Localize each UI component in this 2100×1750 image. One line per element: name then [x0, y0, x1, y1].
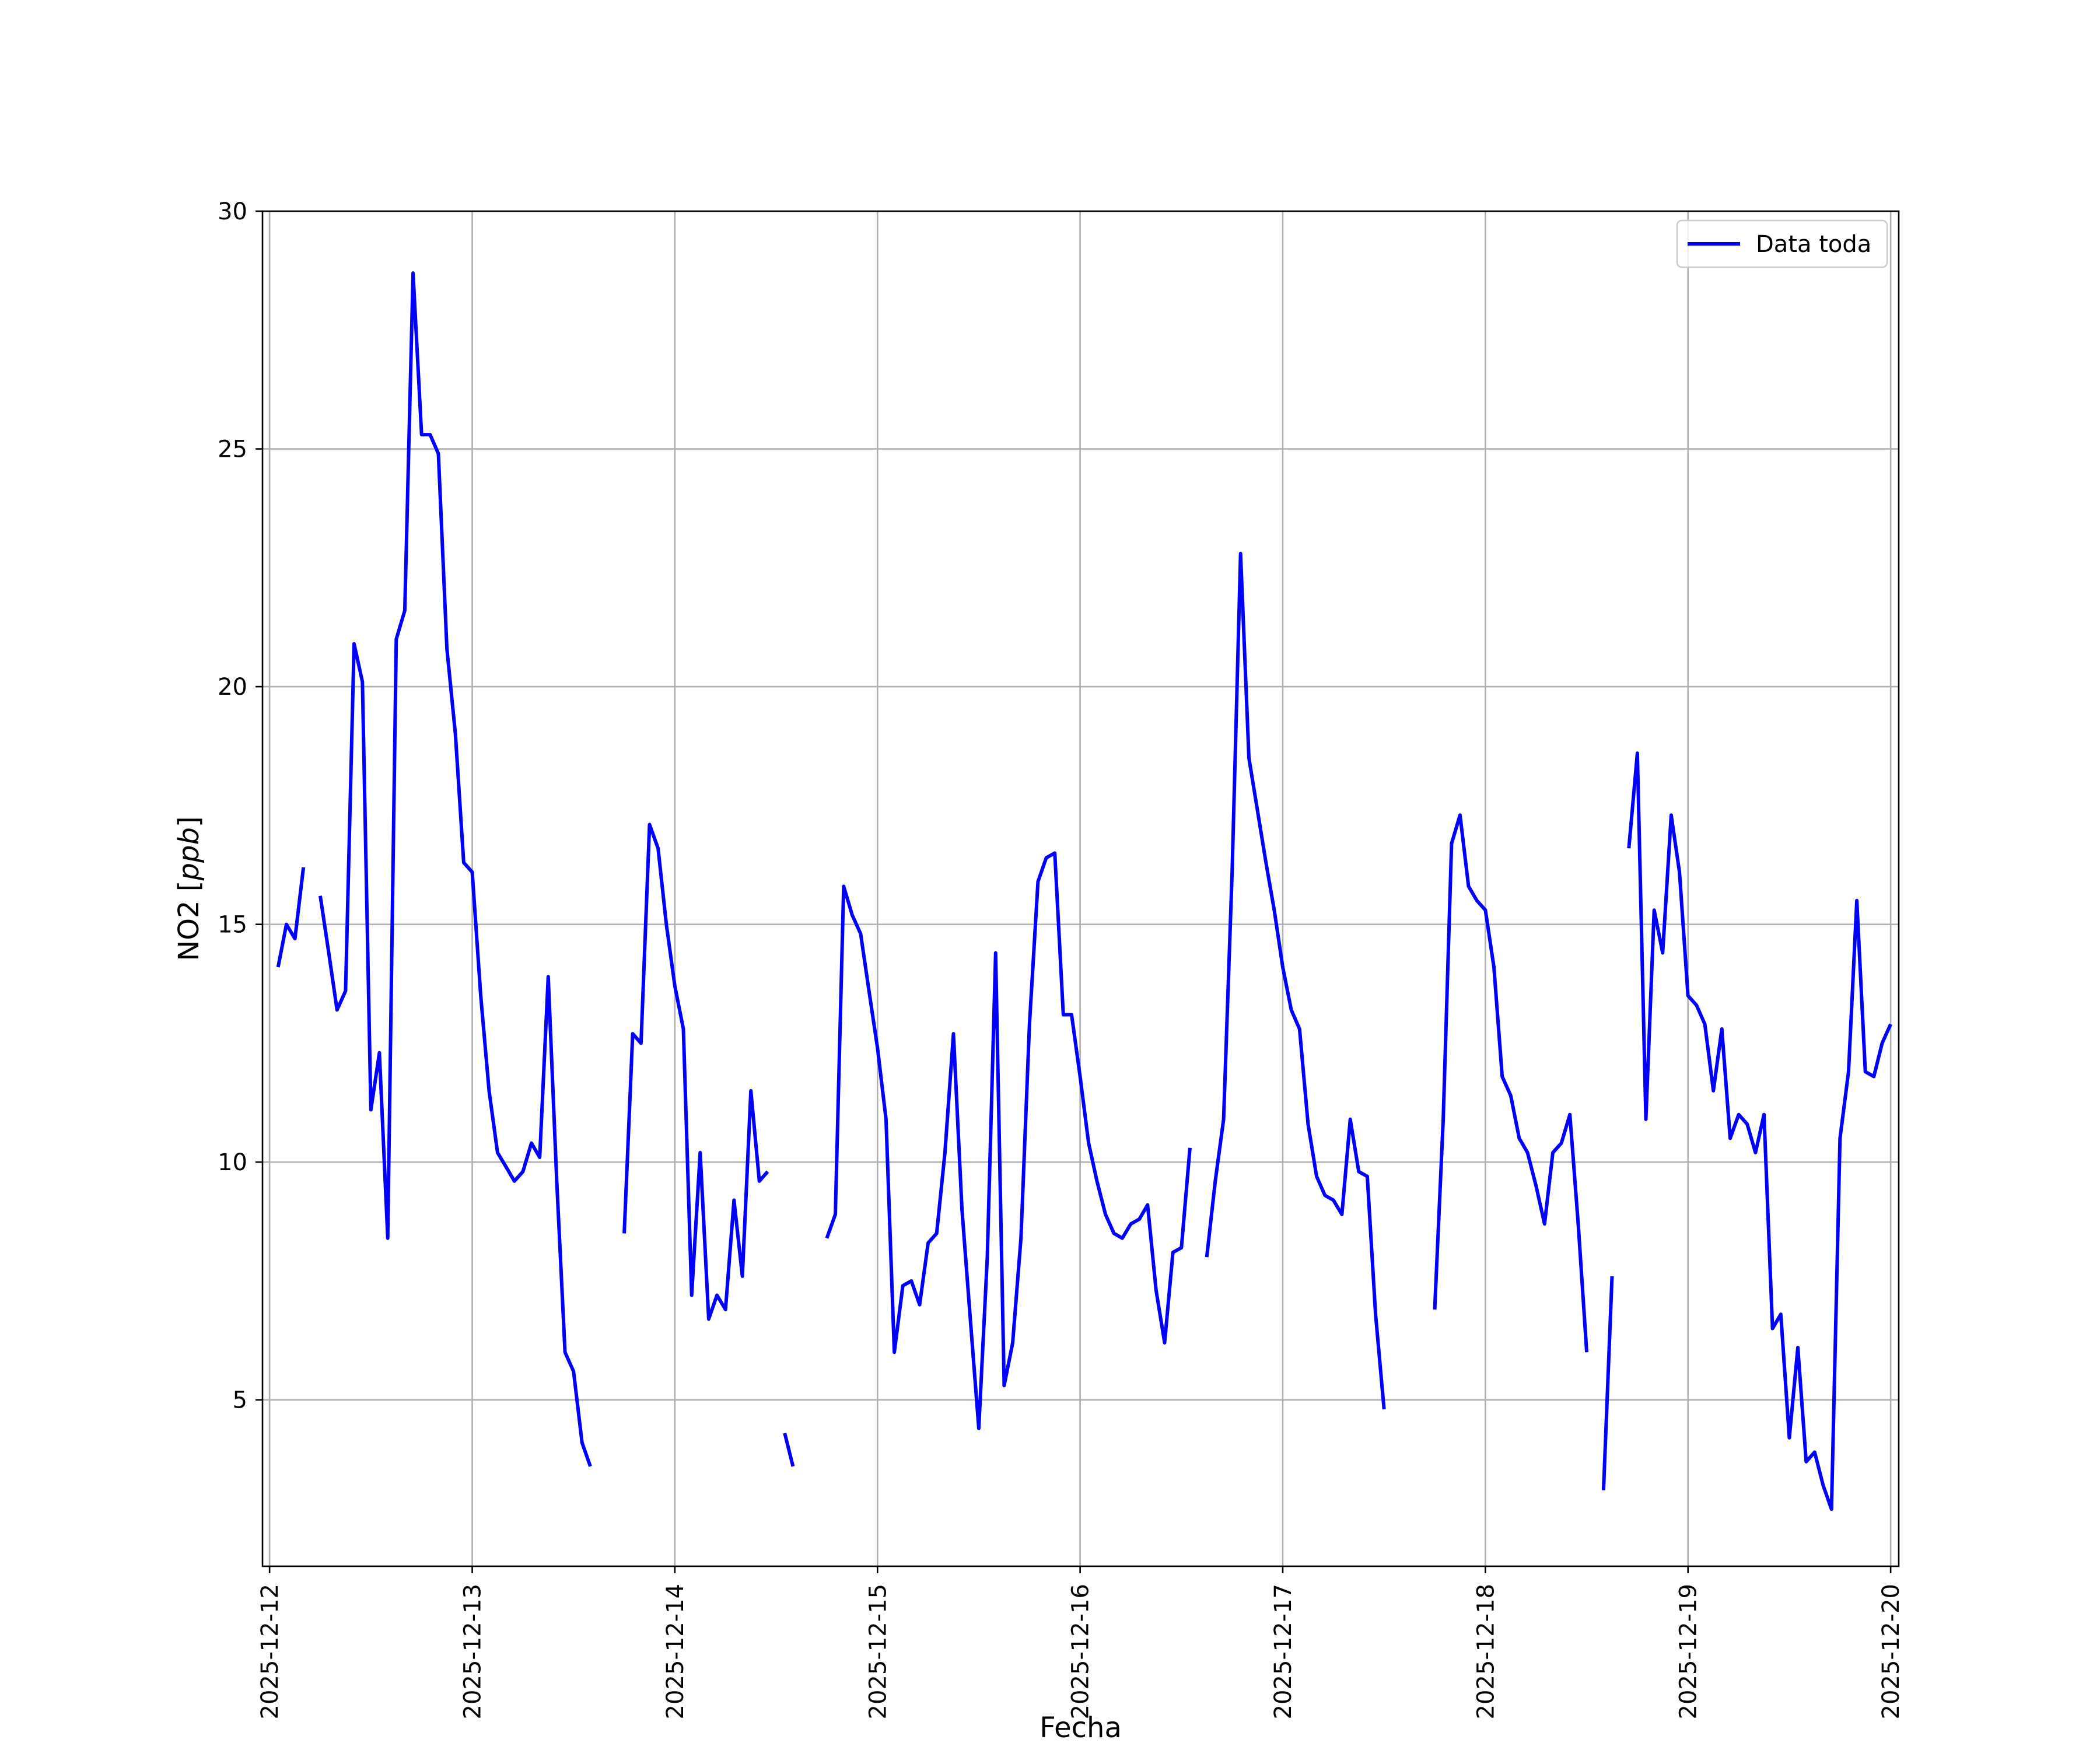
x-tick-label: 2025-12-18: [1472, 1584, 1499, 1719]
y-axis-label: NO2 [ppb]: [173, 816, 205, 961]
legend-label: Data toda: [1756, 231, 1871, 258]
y-tick-label: 5: [233, 1387, 247, 1414]
x-tick-label: 2025-12-17: [1270, 1584, 1297, 1719]
y-axis-label-unit: ppb: [173, 827, 205, 881]
legend: Data toda: [1676, 219, 1888, 268]
series-line-segment: [622, 822, 769, 1321]
series-line-segment: [1433, 813, 1589, 1353]
series-line-segment: [1205, 551, 1386, 1410]
y-tick-label: 10: [218, 1149, 247, 1176]
series-line-segment: [1627, 751, 1892, 1511]
x-tick-label: 2025-12-19: [1675, 1584, 1702, 1719]
series-line-segment: [276, 867, 306, 968]
y-axis: 5 10 15 20 25 30: [218, 198, 262, 1414]
x-axis: 2025-12-12 2025-12-13 2025-12-14 2025-12-15…: [257, 1566, 1905, 1719]
x-tick-label: 2025-12-15: [864, 1584, 891, 1719]
legend-box: [1676, 219, 1888, 268]
series-line-segment: [825, 851, 1192, 1430]
x-tick-label: 2025-12-14: [662, 1584, 689, 1719]
x-tick-label: 2025-12-20: [1878, 1584, 1905, 1719]
grid: [262, 211, 1899, 1566]
y-tick-label: 20: [218, 674, 247, 701]
series-line-segment: [1601, 1276, 1614, 1490]
x-axis-label: Fecha: [1040, 1712, 1122, 1744]
y-axis-label-text: NO2 [: [173, 880, 205, 961]
y-tick-label: 25: [218, 436, 247, 463]
series-layer: [276, 271, 1892, 1511]
series-line-segment: [318, 271, 592, 1467]
x-tick-label: 2025-12-13: [460, 1584, 487, 1719]
y-axis-label-close: ]: [173, 816, 205, 827]
series-line-segment: [783, 1433, 795, 1467]
x-tick-label: 2025-12-16: [1068, 1584, 1094, 1719]
y-tick-label: 30: [218, 198, 247, 225]
x-tick-label: 2025-12-12: [257, 1584, 284, 1719]
y-tick-label: 15: [218, 912, 247, 939]
